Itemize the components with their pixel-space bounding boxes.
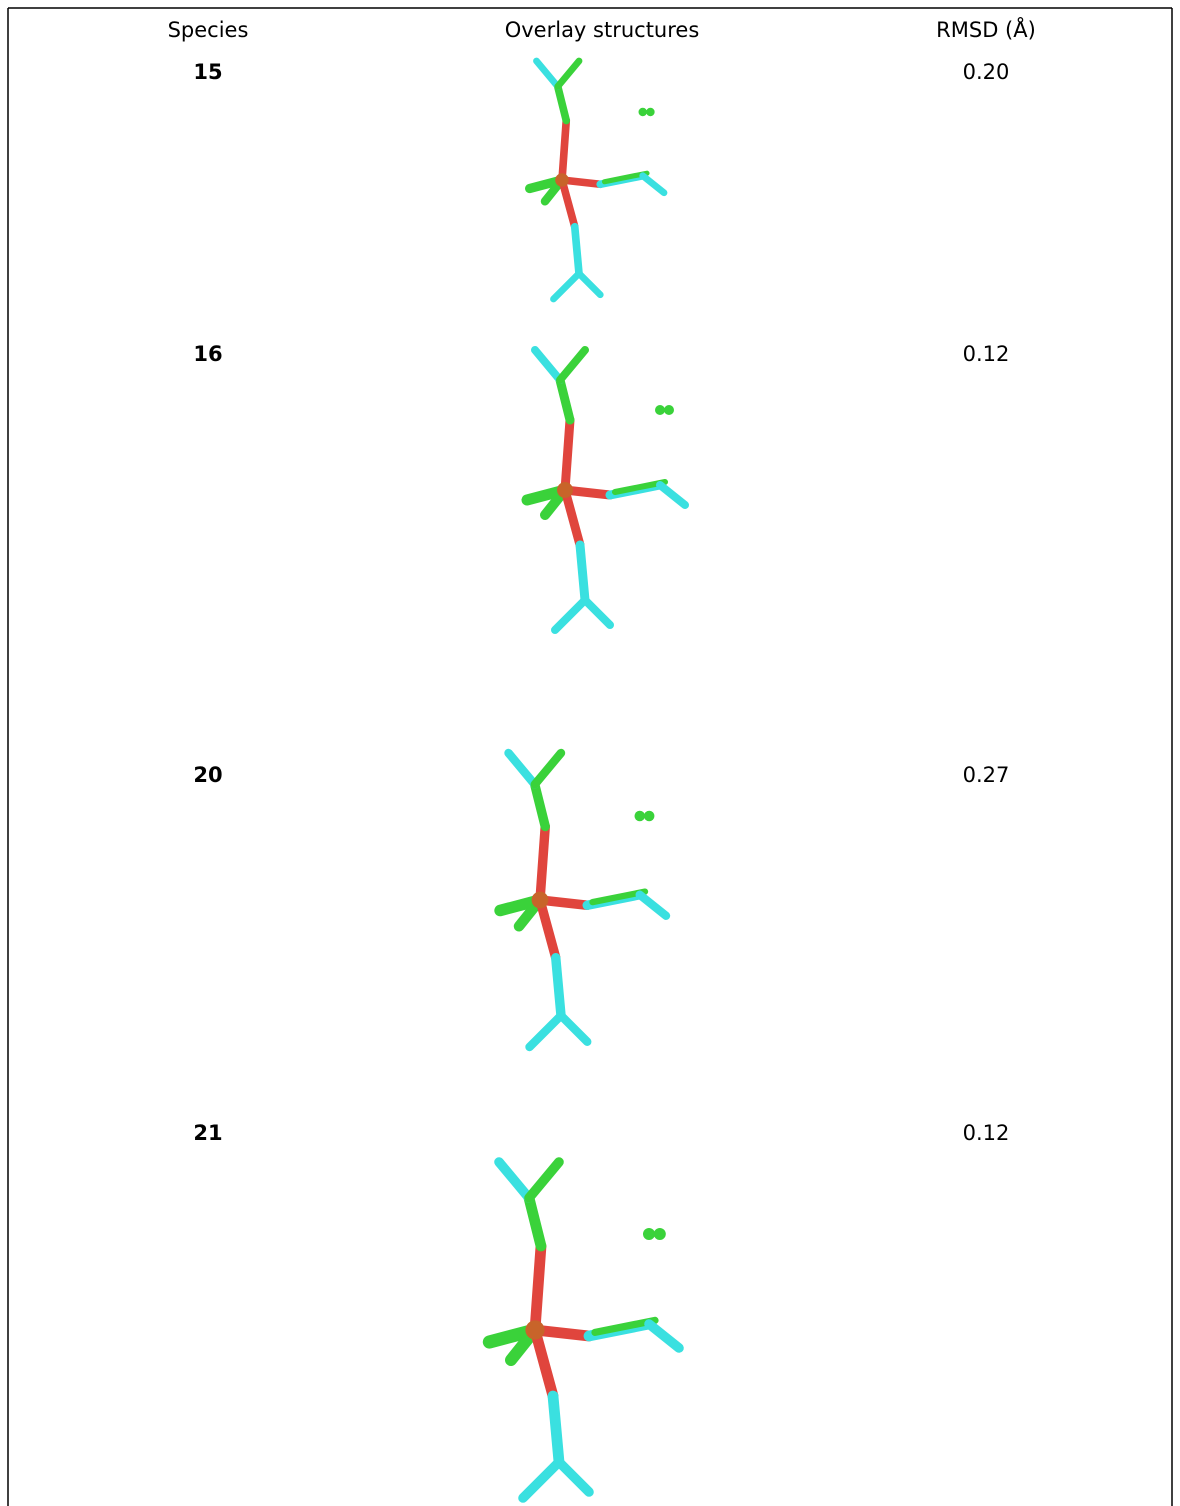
column-header: Overlay structures [452, 18, 752, 42]
overlay-structure [530, 61, 664, 299]
species-label: 21 [58, 1121, 358, 1145]
overlay-structure [500, 753, 666, 1047]
table-frame [0, 0, 1180, 1506]
rmsd-value: 0.12 [836, 342, 1136, 366]
overlay-structure [527, 350, 685, 630]
column-header: Species [58, 18, 358, 42]
species-label: 16 [58, 342, 358, 366]
species-label: 15 [58, 60, 358, 84]
rmsd-value: 0.27 [836, 763, 1136, 787]
rmsd-value: 0.12 [836, 1121, 1136, 1145]
species-label: 20 [58, 763, 358, 787]
rmsd-value: 0.20 [836, 60, 1136, 84]
document-page: Species Overlay structures RMSD (Å) 15 0… [0, 0, 1180, 1506]
column-header: RMSD (Å) [836, 18, 1136, 42]
overlay-structure [489, 1162, 679, 1498]
